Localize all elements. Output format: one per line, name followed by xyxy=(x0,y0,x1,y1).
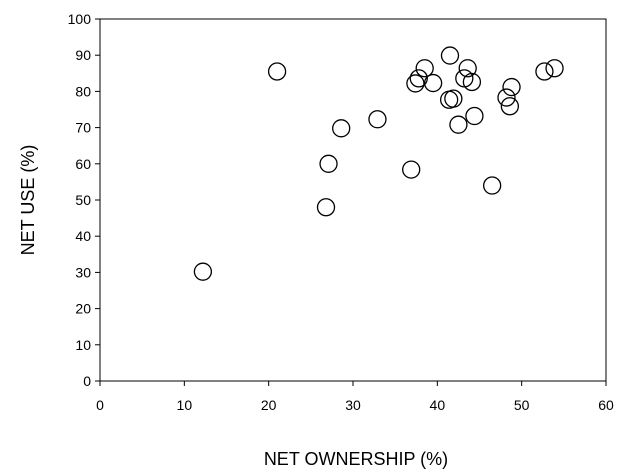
y-tick-label: 80 xyxy=(75,83,91,99)
x-tick-label: 40 xyxy=(430,397,446,413)
data-point xyxy=(545,59,564,78)
data-point xyxy=(482,176,502,195)
y-tick-label: 90 xyxy=(75,47,91,63)
x-tick-label: 50 xyxy=(514,397,530,413)
data-point xyxy=(440,46,460,65)
data-point xyxy=(193,262,213,281)
data-point xyxy=(535,62,554,81)
plot-area xyxy=(99,18,607,382)
data-point xyxy=(449,115,468,134)
y-tick-label: 50 xyxy=(75,192,91,208)
data-point xyxy=(332,119,351,138)
x-tick-label: 20 xyxy=(261,397,277,413)
x-tick-label: 30 xyxy=(345,397,361,413)
y-tick-label: 100 xyxy=(68,11,92,27)
y-axis: 0 10 20 30 40 50 60 70 80 90 100 xyxy=(68,11,100,389)
y-tick-label: 70 xyxy=(75,120,91,136)
data-point xyxy=(319,154,338,173)
data-point xyxy=(502,77,521,97)
data-points xyxy=(193,46,564,281)
data-point xyxy=(465,106,484,126)
x-tick-label: 10 xyxy=(177,397,193,413)
data-point xyxy=(415,59,434,78)
y-tick-label: 0 xyxy=(83,373,91,389)
x-tick-label: 60 xyxy=(598,397,614,413)
y-axis-title: NET USE (%) xyxy=(18,145,38,256)
y-tick-label: 30 xyxy=(75,264,91,280)
data-point xyxy=(406,74,425,93)
y-tick-label: 20 xyxy=(75,301,91,317)
plot-border xyxy=(99,18,607,382)
data-point xyxy=(462,72,482,92)
x-tick-label: 0 xyxy=(96,397,104,413)
y-tick-label: 10 xyxy=(75,337,91,353)
data-point xyxy=(316,198,336,217)
data-point xyxy=(409,69,428,88)
data-point xyxy=(267,62,287,81)
x-axis-title: NET OWNERSHIP (%) xyxy=(264,449,448,469)
data-point xyxy=(368,110,387,129)
data-point xyxy=(458,59,477,78)
data-point xyxy=(444,89,463,108)
y-tick-label: 60 xyxy=(75,156,91,172)
data-point xyxy=(497,88,516,107)
data-point xyxy=(402,160,421,179)
data-point xyxy=(423,73,443,93)
x-axis: 0 10 20 30 40 50 60 xyxy=(96,381,614,413)
data-point xyxy=(500,97,520,116)
y-tick-label: 40 xyxy=(75,228,91,244)
